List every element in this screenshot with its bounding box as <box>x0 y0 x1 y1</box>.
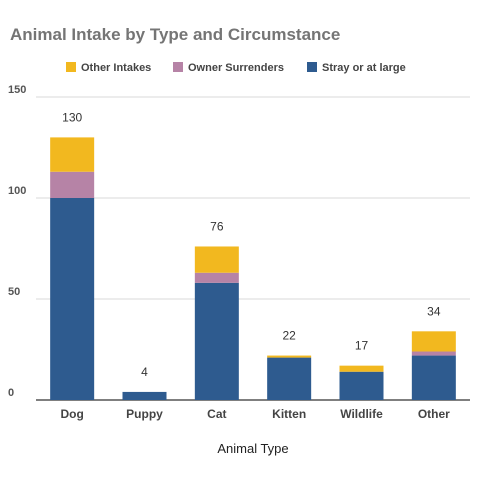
bar-segment <box>122 391 167 400</box>
x-tick-label: Kitten <box>272 407 306 421</box>
x-tick-label: Dog <box>61 407 84 421</box>
total-label: 4 <box>141 365 148 379</box>
x-axis: Dog Puppy Cat Kitten Wildlife Other <box>61 407 451 421</box>
bar-segment <box>267 357 312 400</box>
bar-segment <box>339 371 384 400</box>
total-labels: 130 4 76 22 17 34 <box>62 110 441 379</box>
bar-segment <box>411 351 456 356</box>
bar-segment <box>50 171 95 198</box>
bar-segment <box>50 137 95 172</box>
y-tick-label: 100 <box>8 185 26 197</box>
bar-segment <box>50 198 95 400</box>
total-label: 34 <box>427 304 441 318</box>
y-axis: 0 50 100 150 <box>8 84 26 399</box>
legend-label: Owner Surrenders <box>188 62 284 74</box>
bar-segment <box>339 365 384 372</box>
x-axis-title: Animal Type <box>217 441 288 456</box>
legend-label: Stray or at large <box>322 62 406 74</box>
x-tick-label: Wildlife <box>340 407 383 421</box>
gridlines <box>36 96 470 401</box>
x-tick-label: Cat <box>207 407 226 421</box>
y-tick-label: 0 <box>8 387 14 399</box>
bar-segment <box>411 355 456 400</box>
y-tick-label: 150 <box>8 84 26 96</box>
bar-segment <box>194 282 239 400</box>
bar-segment <box>411 331 456 352</box>
total-label: 17 <box>355 339 369 353</box>
y-tick-label: 50 <box>8 286 20 298</box>
x-tick-label: Puppy <box>126 407 163 421</box>
legend: Other Intakes Owner Surrenders Stray or at… <box>66 62 406 74</box>
total-label: 130 <box>62 110 82 124</box>
legend-swatch <box>173 62 183 72</box>
bar-segment <box>194 272 239 283</box>
legend-swatch <box>307 62 317 72</box>
total-label: 76 <box>210 219 224 233</box>
total-label: 22 <box>282 329 296 343</box>
x-tick-label: Other <box>418 407 450 421</box>
bar-segment <box>267 355 312 358</box>
legend-label: Other Intakes <box>81 62 151 74</box>
chart-title: Animal Intake by Type and Circumstance <box>10 25 340 44</box>
bar-segment <box>194 246 239 273</box>
legend-swatch <box>66 62 76 72</box>
bars <box>50 137 456 400</box>
